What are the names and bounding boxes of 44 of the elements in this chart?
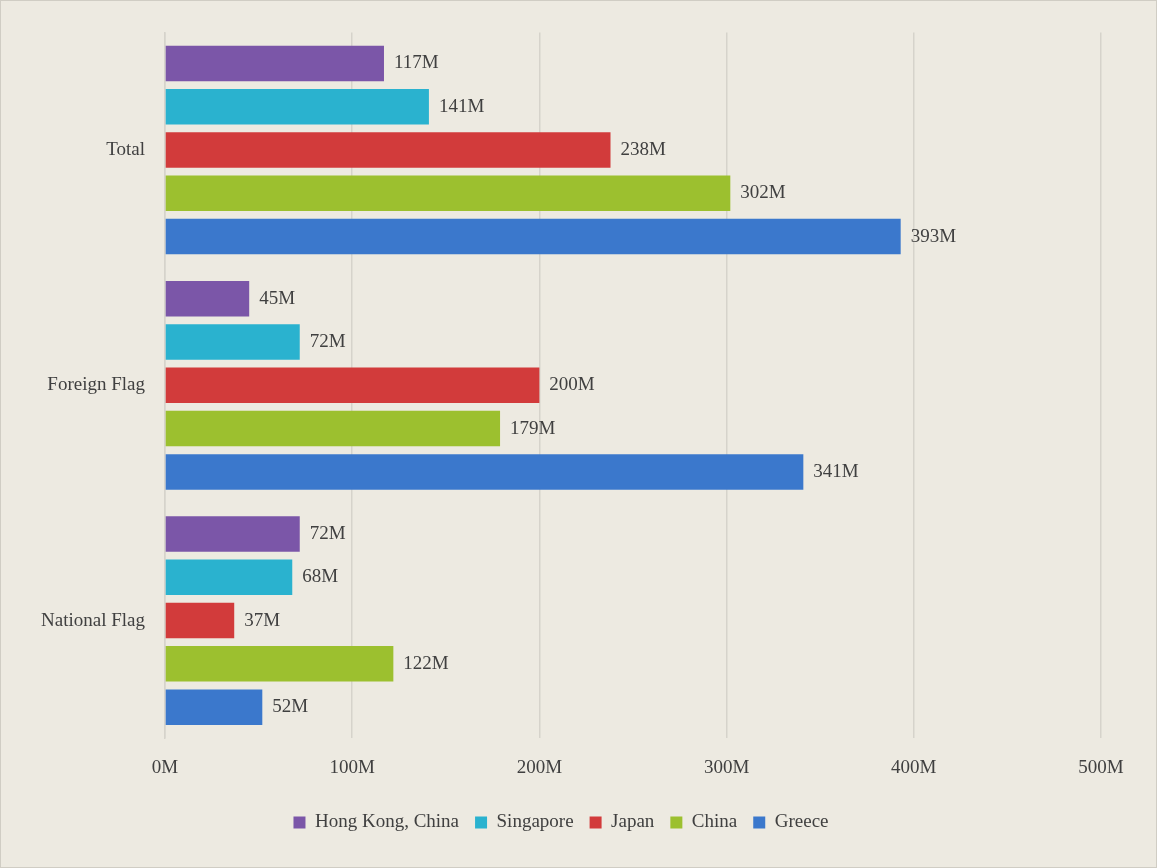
data-label: 122M xyxy=(403,651,449,673)
bar xyxy=(165,516,300,552)
data-label: 238M xyxy=(620,138,667,160)
data-label: 141M xyxy=(438,94,485,116)
bar xyxy=(165,559,293,596)
bar xyxy=(165,89,429,125)
x-tick-label: 0M xyxy=(151,755,179,777)
bar xyxy=(165,454,804,490)
y-tick-label: National Flag xyxy=(41,608,146,630)
bar xyxy=(165,646,394,682)
legend-label: Japan xyxy=(611,810,655,832)
legend-label: Singapore xyxy=(496,810,574,832)
y-tick-label: Foreign Flag xyxy=(47,373,146,395)
x-tick-label: 200M xyxy=(516,755,563,777)
data-label: 52M xyxy=(272,695,309,717)
data-label: 200M xyxy=(549,373,595,395)
data-label: 45M xyxy=(259,286,296,308)
x-tick-label: 100M xyxy=(329,755,375,777)
legend-label: Greece xyxy=(774,810,829,832)
x-tick-label: 300M xyxy=(703,755,750,777)
x-tick-label: 500M xyxy=(1078,755,1124,777)
bar xyxy=(165,602,235,639)
bar xyxy=(165,324,300,360)
bar xyxy=(165,132,611,168)
data-label: 393M xyxy=(910,224,957,246)
bar xyxy=(165,175,731,212)
legend-label: Hong Kong, China xyxy=(314,810,460,832)
data-label: 72M xyxy=(309,521,346,543)
data-label: 302M xyxy=(740,181,786,203)
legend-label: China xyxy=(691,810,738,832)
x-tick-label: 400M xyxy=(891,755,937,777)
bar xyxy=(165,45,384,82)
bar xyxy=(165,218,901,255)
bar xyxy=(165,280,250,317)
bar xyxy=(165,410,501,447)
data-label: 341M xyxy=(813,459,859,481)
data-label: 68M xyxy=(302,565,339,587)
bar xyxy=(165,367,540,404)
data-label: 117M xyxy=(393,51,439,73)
data-label: 179M xyxy=(510,416,556,438)
y-tick-label: Total xyxy=(106,138,145,160)
data-label: 72M xyxy=(309,330,346,351)
bar xyxy=(165,689,263,725)
data-label: 37M xyxy=(244,608,281,630)
